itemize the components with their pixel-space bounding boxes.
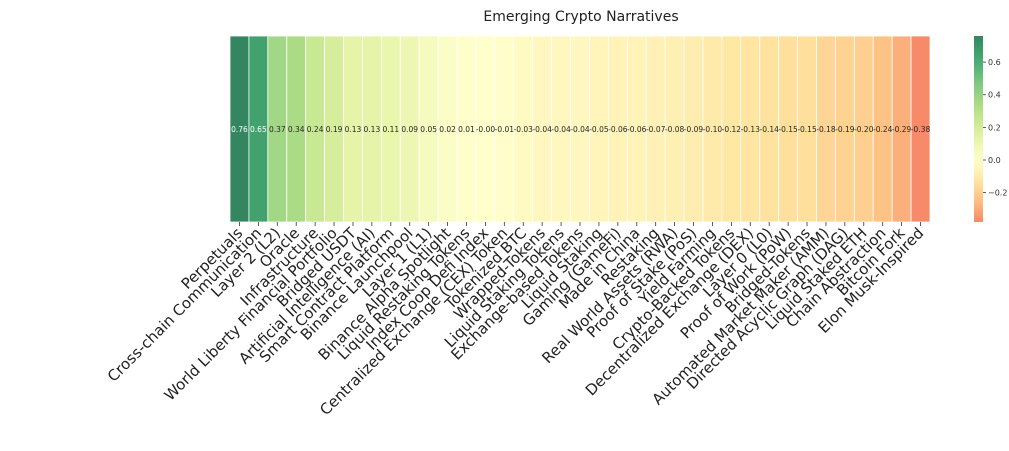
cell-value-label: 0.34 [288,125,305,134]
cell-value-label: -0.10 [703,125,723,134]
cell-value-label: 0.76 [231,125,248,134]
colorbar-tick-label: −0.2 [988,189,1007,198]
cell-value-label: 0.05 [420,125,437,134]
cell-value-label: -0.07 [646,125,666,134]
cell-value-label: -0.15 [797,125,817,134]
cell-value-label: -0.04 [570,125,590,134]
cell-value-label: -0.20 [854,125,874,134]
cell-value-label: -0.06 [627,125,647,134]
cell-value-label: 0.13 [345,125,362,134]
cell-value-label: -0.08 [665,125,685,134]
cell-value-label: -0.19 [835,125,855,134]
cell-value-label: -0.13 [741,125,761,134]
cell-value-label: 0.01 [458,125,475,134]
cell-value-label: 0.13 [364,125,381,134]
cell-value-label: -0.01 [495,125,515,134]
heatmap-value-labels: 0.76 0.65 0.37 0.34 0.24 0.19 0.13 0.13 0.11 0.09… [231,125,930,134]
cell-value-label: -0.09 [684,125,704,134]
cell-value-label: 0.65 [250,125,267,134]
cell-value-label: -0.06 [608,125,628,134]
cell-value-label: -0.18 [816,125,836,134]
cell-value-label: -0.04 [551,125,571,134]
cell-value-label: 0.02 [439,125,456,134]
cell-value-label: -0.05 [589,125,609,134]
cell-value-label: -0.29 [892,125,912,134]
cell-value-label: -0.15 [778,125,798,134]
cell-value-label: 0.24 [307,125,324,134]
colorbar-bar [974,36,983,222]
cell-value-label: -0.03 [514,125,534,134]
cell-value-label: -0.38 [911,125,931,134]
colorbar-tick-label: 0.6 [988,58,1001,67]
chart-title: Emerging Crypto Narratives [483,9,678,25]
colorbar-tick-label: 0.4 [988,91,1001,100]
cell-value-label: -0.00 [476,125,496,134]
cell-value-label: -0.04 [532,125,552,134]
colorbar-tick-label: 0.2 [988,123,1001,132]
cell-value-label: -0.24 [873,125,893,134]
colorbar: 0.6 0.4 0.2 0.0 −0.2 [974,36,1007,222]
colorbar-tick-label: 0.0 [988,156,1001,165]
cell-value-label: -0.14 [759,125,779,134]
cell-value-label: -0.12 [722,125,742,134]
cell-value-label: 0.09 [401,125,418,134]
cell-value-label: 0.19 [326,125,343,134]
heatmap-cells [229,35,931,223]
cell-value-label: 0.37 [269,125,286,134]
cell-value-label: 0.11 [382,125,399,134]
